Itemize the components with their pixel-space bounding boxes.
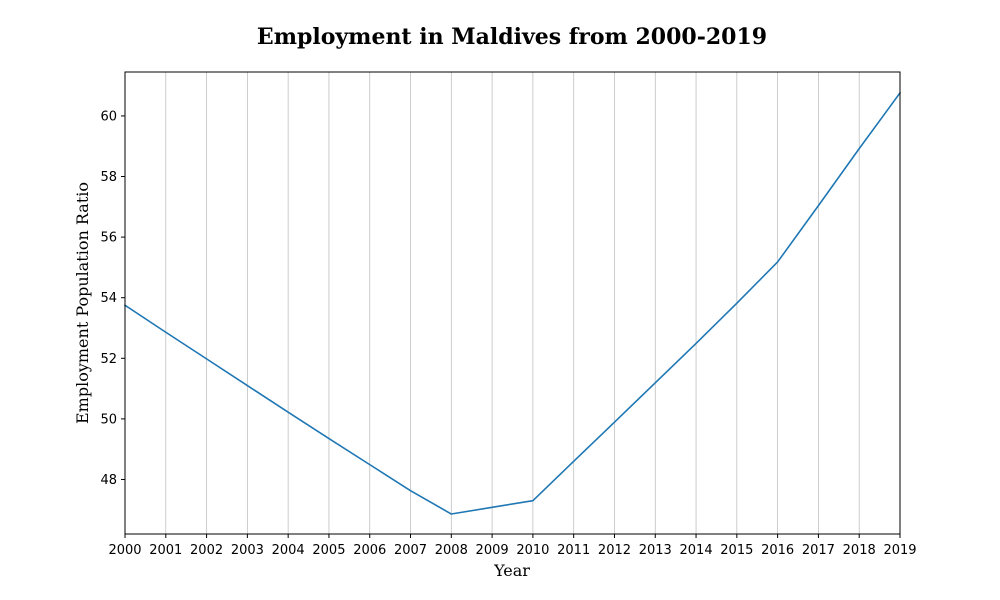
x-tick-label: 2010 [516,543,549,558]
x-tick-label: 2008 [435,543,468,558]
x-tick-label: 2005 [312,543,345,558]
x-tick-label: 2006 [353,543,386,558]
x-tick-label: 2012 [598,543,631,558]
x-tick-label: 2019 [883,543,916,558]
x-tick-label: 2011 [557,543,590,558]
x-tick-label: 2009 [476,543,509,558]
x-tick-label: 2000 [108,543,141,558]
x-tick-label: 2013 [639,543,672,558]
grid [165,72,860,534]
y-tick-label: 50 [100,412,117,427]
x-tick-label: 2004 [272,543,305,558]
x-tick-label: 2018 [843,543,876,558]
x-tick-label: 2015 [720,543,753,558]
y-tick-label: 48 [100,473,117,488]
x-tick-label: 2001 [149,543,182,558]
x-axis-label: Year [493,561,530,580]
y-tick-label: 56 [100,231,117,246]
y-axis-label: Employment Population Ratio [73,182,92,424]
x-tick-label: 2016 [761,543,794,558]
series-line [123,91,902,515]
x-tick-label: 2002 [190,543,223,558]
y-axis: 48 50 52 54 56 58 60 [100,109,125,488]
x-tick-label: 2014 [680,543,713,558]
chart-title: Employment in Maldives from 2000-2019 [257,24,767,50]
plot-frame [124,71,901,535]
x-tick-label: 2007 [394,543,427,558]
y-tick-label: 58 [100,170,117,185]
y-tick-label: 54 [100,291,117,306]
x-tick-label: 2003 [231,543,264,558]
x-tick-label: 2017 [802,543,835,558]
y-tick-label: 60 [100,109,117,124]
x-axis: 2000 2001 2002 2003 2004 2005 2006 2007 2008 2009… [108,534,917,558]
y-tick-label: 52 [100,352,117,367]
